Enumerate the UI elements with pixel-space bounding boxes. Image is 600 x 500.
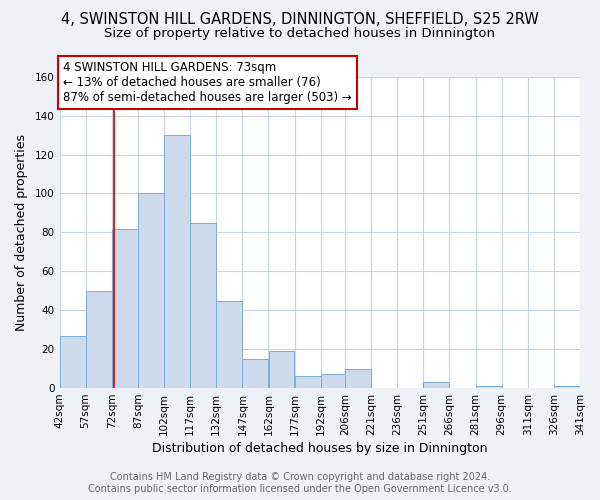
Text: Contains HM Land Registry data © Crown copyright and database right 2024.
Contai: Contains HM Land Registry data © Crown c… <box>88 472 512 494</box>
Text: 4 SWINSTON HILL GARDENS: 73sqm
← 13% of detached houses are smaller (76)
87% of : 4 SWINSTON HILL GARDENS: 73sqm ← 13% of … <box>63 61 352 104</box>
Bar <box>217 300 242 388</box>
Text: Size of property relative to detached houses in Dinnington: Size of property relative to detached ho… <box>104 28 496 40</box>
Text: 4, SWINSTON HILL GARDENS, DINNINGTON, SHEFFIELD, S25 2RW: 4, SWINSTON HILL GARDENS, DINNINGTON, SH… <box>61 12 539 28</box>
Y-axis label: Number of detached properties: Number of detached properties <box>15 134 28 331</box>
Bar <box>86 291 112 388</box>
Bar <box>138 194 164 388</box>
Bar <box>476 386 502 388</box>
Bar <box>59 336 86 388</box>
Bar <box>112 228 138 388</box>
Bar <box>321 374 345 388</box>
Bar <box>190 222 216 388</box>
Bar <box>295 376 320 388</box>
Bar <box>242 359 268 388</box>
Bar <box>554 386 580 388</box>
X-axis label: Distribution of detached houses by size in Dinnington: Distribution of detached houses by size … <box>152 442 488 455</box>
Bar <box>164 135 190 388</box>
Bar <box>345 368 371 388</box>
Bar <box>269 351 295 388</box>
Bar <box>424 382 449 388</box>
